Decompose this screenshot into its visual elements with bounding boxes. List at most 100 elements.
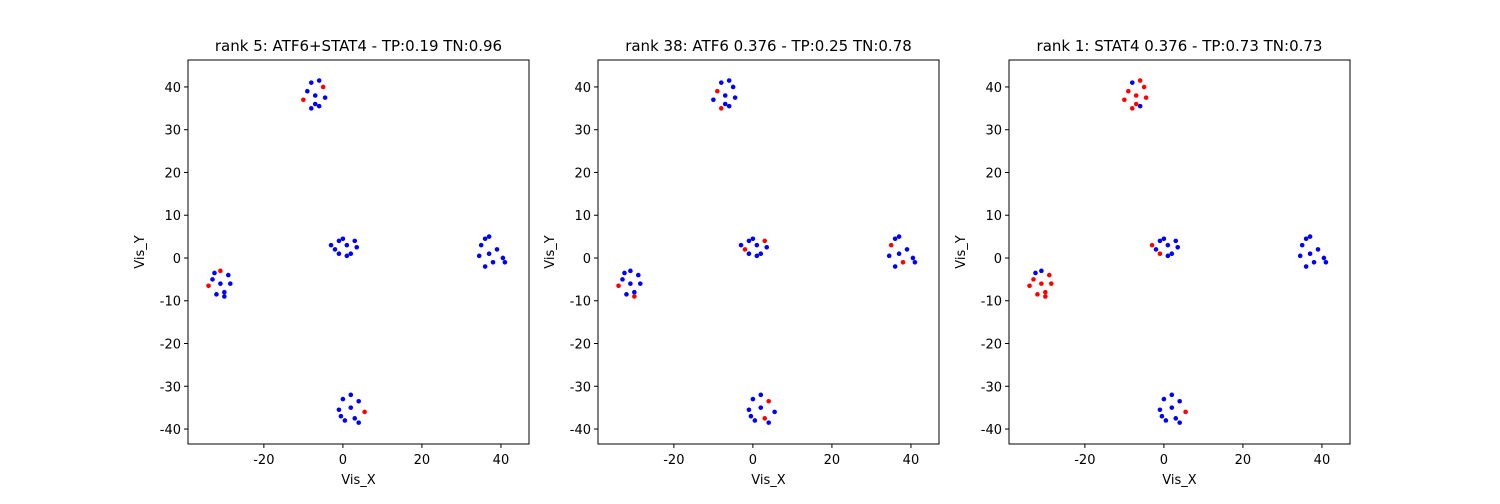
y-tick-label: 10 [164,209,181,224]
point [1177,420,1182,425]
point [305,88,310,94]
y-tick-label: 10 [574,209,591,224]
point [1137,103,1143,109]
chart-title: rank 38: ATF6 0.376 - TP:0.25 TN:0.78 [625,37,912,55]
point [500,255,506,261]
point [1323,259,1329,265]
point [1173,238,1179,244]
point [1299,242,1305,248]
chart-title: rank 1: STAT4 0.376 - TP:0.73 TN:0.73 [1037,37,1323,55]
x-tick-label: -20 [663,453,684,468]
point [218,268,223,274]
point [226,272,231,278]
point [1141,84,1147,90]
point [764,244,770,250]
y-tick-label: 20 [985,166,1002,181]
y-tick-label: 0 [994,252,1002,267]
point [620,277,625,282]
point [1129,80,1135,85]
x-tick-label: 0 [1160,453,1168,468]
point [1137,78,1143,83]
y-tick-label: 20 [574,166,591,181]
point [332,247,338,252]
point [738,242,744,248]
point [1177,398,1182,404]
point [1143,95,1149,100]
x-tick-label: 40 [1314,453,1331,468]
point [1175,244,1181,250]
point [308,106,314,111]
point [1047,272,1052,278]
point [218,281,223,286]
y-tick-label: 10 [985,209,1002,224]
point [340,236,346,242]
y-tick-label: -10 [981,295,1002,310]
point [632,289,637,295]
point [476,253,482,259]
point [1033,270,1038,276]
point [711,97,716,103]
point [1297,253,1303,259]
x-axis-label: Vis_X [751,473,785,488]
point [1163,418,1169,423]
point [356,398,361,404]
y-axis-label: Vis_Y [133,235,148,268]
point [758,251,764,257]
point [718,106,724,111]
point [308,80,314,85]
point [715,88,720,94]
point [637,281,643,286]
point [1133,101,1139,107]
point [1303,236,1309,242]
y-tick-label: -40 [981,423,1002,438]
point [758,392,764,398]
point [1165,242,1171,248]
point [1169,405,1175,410]
point [616,283,621,289]
point [624,292,629,297]
point [1048,281,1054,286]
point [622,270,627,276]
point [482,264,488,269]
point [1169,392,1175,398]
point [486,251,492,257]
point [348,392,354,398]
point [1303,264,1309,269]
point [722,101,728,107]
point [742,247,748,252]
point [322,95,328,100]
point [212,270,217,276]
point [754,242,760,248]
point [1315,247,1321,252]
point [1307,234,1313,239]
y-tick-label: -40 [160,423,181,438]
point [750,396,756,402]
y-tick-label: 30 [164,124,181,139]
chart-title: rank 5: ATF6+STAT4 - TP:0.19 TN:0.96 [215,37,502,55]
point [1307,251,1313,257]
y-tick-label: 40 [164,81,181,96]
point [502,259,508,265]
point [1311,259,1317,265]
point [762,238,768,244]
point [478,242,484,248]
point [772,409,777,415]
point [1039,268,1044,274]
point [227,281,233,286]
point [732,95,738,100]
point [1161,236,1167,242]
point [758,405,764,410]
point [320,84,326,90]
y-tick-label: -40 [570,423,591,438]
point [1159,413,1165,419]
point [316,78,322,83]
plot-frame [187,59,530,445]
point [301,97,306,103]
x-tick-label: 20 [824,453,841,468]
point [892,236,898,242]
x-tick-label: 20 [1235,453,1252,468]
x-tick-label: 0 [749,453,757,468]
point [206,283,211,289]
y-tick-label: 0 [583,252,591,267]
